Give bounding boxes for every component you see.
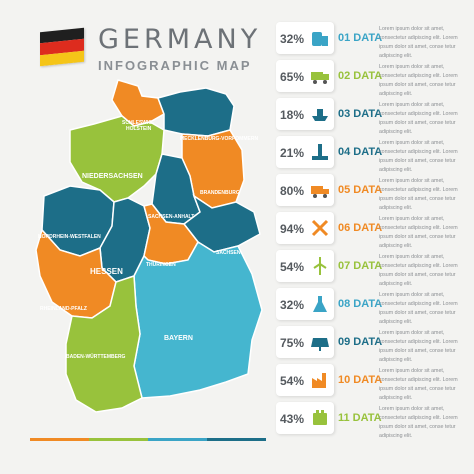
label-sachsen: SACHSEN [216,250,241,256]
bottom-color-bar [30,438,266,441]
percent-card: 80% [276,174,334,206]
percent-value: 54% [280,260,305,274]
percent-card: 43% [276,402,334,434]
factory-icon [312,373,326,388]
data-label: 11 DATA [338,412,382,424]
label-rheinland-pfalz: RHEINLAND-PFALZ [40,306,87,312]
data-description: Lorem ipsum dolor sit amet, consectetur … [379,406,458,439]
mining-truck-icon [311,186,329,198]
region-mecklenburg-vorpommern[interactable] [157,87,235,137]
percent-value: 32% [280,298,305,312]
percent-card: 18% [276,98,334,130]
data-row-08[interactable]: 32% 08 DATA Lorem ipsum dolor sit amet, … [276,288,474,325]
label-schleswig-holstein: SCHLESWIG- [122,120,154,126]
data-description: Lorem ipsum dolor sit amet, consectetur … [379,368,458,401]
data-row-11[interactable]: 43% 11 DATA Lorem ipsum dolor sit amet, … [276,402,474,439]
percent-card: 94% [276,212,334,244]
percent-card: 32% [276,288,334,320]
solar-panel-icon [311,338,329,351]
wind-turbine-icon [313,257,327,275]
data-label: 04 DATA [338,146,383,158]
tools-icon [311,219,329,237]
page-title: GERMANY [98,24,262,55]
bar-segment-dark-blue [207,438,266,441]
data-label: 03 DATA [338,108,383,120]
data-label: 06 DATA [338,222,383,234]
percent-value: 80% [280,184,305,198]
percent-value: 75% [280,336,305,350]
percent-value: 94% [280,222,305,236]
data-row-07[interactable]: 54% 07 DATA Lorem ipsum dolor sit amet, … [276,250,474,287]
data-description: Lorem ipsum dolor sit amet, consectetur … [379,140,458,173]
percent-card: 65% [276,60,334,92]
page-subtitle: INFOGRAPHIC MAP [98,58,252,73]
bar-segment-orange [30,438,89,441]
percent-value: 21% [280,146,305,160]
data-description: Lorem ipsum dolor sit amet, consectetur … [379,292,458,325]
region-baden-wuerttemberg[interactable] [65,274,143,413]
percent-card: 54% [276,364,334,396]
germany-map: SCHLESWIG- HOLSTEIN MECKLENBURG-VORPOMME… [35,79,263,413]
percent-value: 54% [280,374,305,388]
data-label: 10 DATA [338,374,383,386]
label-niedersachsen: NIEDERSACHSEN [82,173,143,180]
region-schleswig-holstein[interactable] [111,79,165,127]
data-description: Lorem ipsum dolor sit amet, consectetur … [379,254,458,287]
data-description: Lorem ipsum dolor sit amet, consectetur … [379,178,458,211]
data-description: Lorem ipsum dolor sit amet, consectetur … [379,26,458,59]
data-label: 09 DATA [338,336,383,348]
data-label: 05 DATA [338,184,383,196]
label-thueringen: THÜRINGEN [146,261,176,268]
data-row-10[interactable]: 54% 10 DATA Lorem ipsum dolor sit amet, … [276,364,474,401]
flask-icon [313,296,327,312]
percent-value: 18% [280,108,305,122]
data-row-09[interactable]: 75% 09 DATA Lorem ipsum dolor sit amet, … [276,326,474,363]
percent-card: 54% [276,250,334,282]
percent-card: 21% [276,136,334,168]
data-row-05[interactable]: 80% 05 DATA Lorem ipsum dolor sit amet, … [276,174,474,211]
percent-card: 32% [276,22,334,54]
label-bayern: BAYERN [164,335,193,342]
oil-rig-icon [312,144,328,160]
battery-icon [313,410,327,425]
label-nordrhein-westfalen: NORDRHEIN-WESTFALEN [38,234,101,240]
label-holstein: HOLSTEIN [126,126,152,132]
data-description: Lorem ipsum dolor sit amet, consectetur … [379,216,458,249]
data-row-04[interactable]: 21% 04 DATA Lorem ipsum dolor sit amet, … [276,136,474,173]
percent-value: 32% [280,32,305,46]
truck-icon [311,72,329,84]
germany-flag [40,27,84,67]
label-brandenburg: BRANDENBURG [200,190,240,196]
data-label: 01 DATA [338,32,383,44]
data-row-01[interactable]: 32% 01 DATA Lorem ipsum dolor sit amet, … [276,22,474,59]
data-row-03[interactable]: 18% 03 DATA Lorem ipsum dolor sit amet, … [276,98,474,135]
data-label: 07 DATA [338,260,383,272]
data-description: Lorem ipsum dolor sit amet, consectetur … [379,102,458,135]
data-label: 02 DATA [338,70,383,82]
label-mecklenburg-vorpommern: MECKLENBURG-VORPOMMERN [180,136,258,142]
ship-icon [312,109,328,121]
bar-segment-green [89,438,148,441]
label-baden-wuerttemberg: BADEN-WÜRTTEMBERG [66,353,126,360]
data-row-02[interactable]: 65% 02 DATA Lorem ipsum dolor sit amet, … [276,60,474,97]
percent-value: 43% [280,412,305,426]
label-sachsen-anhalt: SACHSEN-ANHALT [148,214,194,220]
bar-segment-light-blue [148,438,207,441]
data-description: Lorem ipsum dolor sit amet, consectetur … [379,64,458,97]
data-row-06[interactable]: 94% 06 DATA Lorem ipsum dolor sit amet, … [276,212,474,249]
data-description: Lorem ipsum dolor sit amet, consectetur … [379,330,458,363]
label-hessen: HESSEN [90,267,123,276]
oil-pump-icon [312,32,328,46]
percent-card: 75% [276,326,334,358]
data-label: 08 DATA [338,298,383,310]
percent-value: 65% [280,70,305,84]
